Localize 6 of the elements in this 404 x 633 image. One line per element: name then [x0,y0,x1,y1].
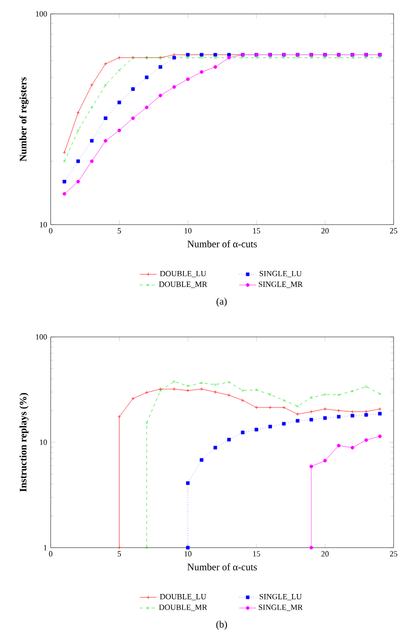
y-axis-title: Instruction replays (%) [20,393,29,492]
text: (b) [216,620,228,630]
x-axis-title: Number of α-cuts [188,240,258,248]
y-axis-title: Number of registers [20,77,29,162]
text: (a) [216,298,227,307]
x-axis-title: Number of α-cuts [188,563,258,570]
